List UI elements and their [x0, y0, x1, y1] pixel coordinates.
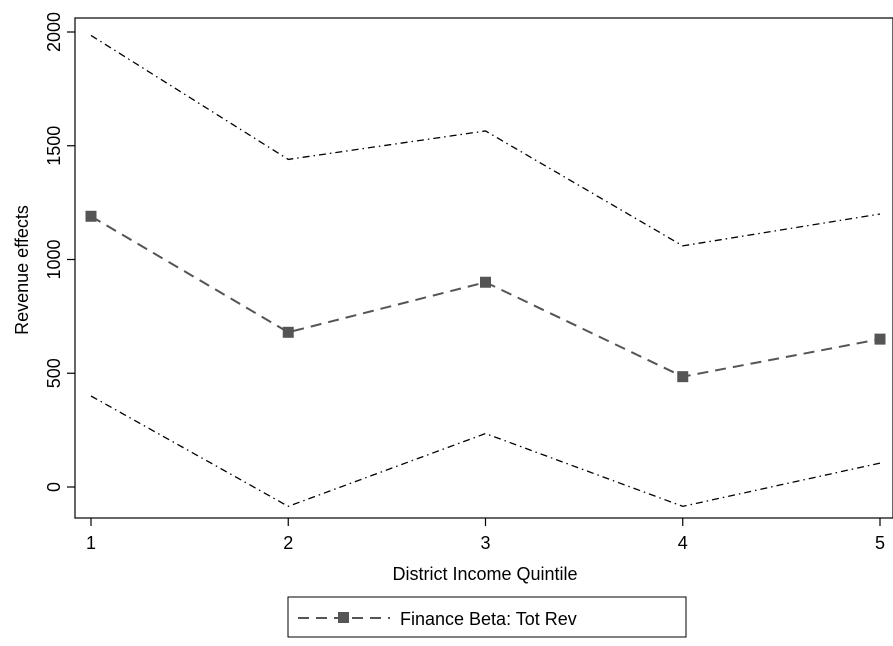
x-tick-label: 4: [678, 533, 688, 553]
x-axis-label: District Income Quintile: [392, 564, 577, 584]
series-line-1: [90, 34, 881, 247]
legend-box: [287, 596, 687, 638]
data-point: [480, 276, 491, 288]
x-tick-label: 2: [283, 533, 293, 553]
y-axis-label: Revenue effects: [12, 205, 32, 335]
legend-marker-sample: [338, 612, 349, 623]
y-tick-label: 1000: [44, 239, 64, 279]
series-line-0: [90, 215, 881, 378]
y-tick-label: 0: [44, 482, 64, 492]
series-line-2: [90, 395, 881, 508]
x-tick-label: 1: [86, 533, 96, 553]
x-tick-label: 5: [875, 533, 885, 553]
y-tick-label: 1500: [44, 126, 64, 166]
data-point: [85, 210, 97, 222]
data-point: [874, 333, 886, 345]
data-point: [677, 371, 689, 383]
data-point: [282, 326, 294, 338]
legend: Finance Beta: Tot Rev: [287, 596, 687, 638]
series-layer: [85, 34, 886, 508]
axes: 0 500 1000 1500 2000 1 2 3 4 5: [44, 12, 893, 553]
y-tick-label: 500: [44, 358, 64, 388]
legend-label: Finance Beta: Tot Rev: [400, 609, 577, 629]
y-tick-label: 2000: [44, 12, 64, 52]
plot-frame: [74, 17, 893, 519]
x-tick-label: 3: [480, 533, 490, 553]
